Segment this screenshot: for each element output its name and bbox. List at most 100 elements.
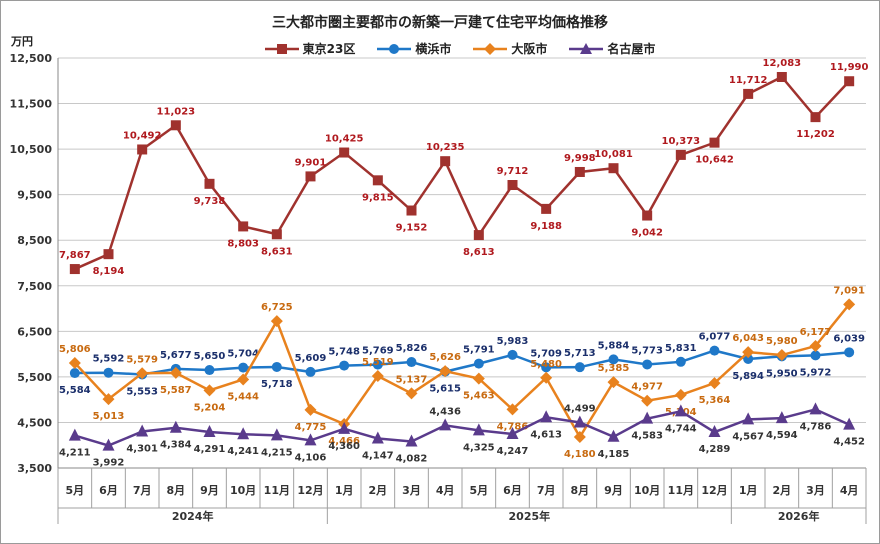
data-label: 8,631 xyxy=(261,246,293,257)
data-label: 4,786 xyxy=(497,421,529,432)
data-label: 10,235 xyxy=(426,142,465,153)
x-tick-label: 12月 xyxy=(701,484,727,497)
y-tick-label: 9,500 xyxy=(17,189,52,202)
x-tick-label: 3月 xyxy=(402,484,421,497)
data-label: 10,425 xyxy=(325,134,364,145)
data-label: 4,499 xyxy=(564,403,596,414)
data-label: 10,642 xyxy=(695,155,734,166)
data-point-triangle xyxy=(607,429,620,442)
data-label: 5,587 xyxy=(160,385,192,396)
data-label: 10,492 xyxy=(123,130,162,141)
data-label: 5,204 xyxy=(194,402,226,413)
data-label: 3,992 xyxy=(93,458,125,469)
x-tick-label: 4月 xyxy=(436,484,455,497)
data-point-triangle xyxy=(708,425,721,438)
data-point-diamond xyxy=(136,367,149,380)
data-label: 5,677 xyxy=(160,350,192,361)
data-point-triangle xyxy=(809,402,822,415)
data-label: 5,773 xyxy=(631,345,663,356)
data-point-diamond xyxy=(102,393,115,406)
x-tick-label: 1月 xyxy=(739,484,758,497)
data-point-square xyxy=(810,112,821,123)
data-point-square xyxy=(675,149,686,160)
data-point-diamond xyxy=(775,349,788,362)
x-tick-label: 12月 xyxy=(297,484,323,497)
legend-item-yokohama: 横浜市 xyxy=(377,40,451,57)
data-point-diamond xyxy=(169,366,182,379)
data-label: 9,042 xyxy=(631,228,663,239)
data-point-diamond xyxy=(809,340,822,353)
data-label: 5,972 xyxy=(800,367,832,378)
data-point-diamond xyxy=(573,431,586,444)
data-label: 4,384 xyxy=(160,440,192,451)
data-label: 5,650 xyxy=(194,351,226,362)
data-point-diamond xyxy=(405,387,418,400)
x-tick-label: 2月 xyxy=(773,484,792,497)
data-point-square xyxy=(642,210,653,221)
data-label: 8,803 xyxy=(227,238,259,249)
data-point-circle xyxy=(103,367,114,378)
data-label: 5,980 xyxy=(766,336,798,347)
legend: 東京23区 横浜市 大阪市 名古屋市 xyxy=(250,40,670,57)
data-label: 11,202 xyxy=(796,129,835,140)
y-tick-label: 10,500 xyxy=(10,143,53,156)
data-label: 4,583 xyxy=(631,431,663,442)
data-point-triangle xyxy=(102,438,115,451)
y-tick-label: 5,500 xyxy=(17,371,52,384)
data-point-circle xyxy=(709,345,720,356)
data-label: 4,301 xyxy=(126,444,158,455)
year-label: 2024年 xyxy=(172,509,214,523)
data-point-triangle xyxy=(843,417,856,430)
data-label: 5,364 xyxy=(699,395,731,406)
data-label: 4,082 xyxy=(396,453,428,464)
data-label: 4,466 xyxy=(328,436,360,447)
x-tick-label: 7月 xyxy=(133,484,152,497)
data-point-square xyxy=(137,144,148,155)
data-label: 4,744 xyxy=(665,423,697,434)
data-label: 11,990 xyxy=(830,62,869,73)
data-point-diamond xyxy=(708,377,721,390)
legend-label-osaka: 大阪市 xyxy=(511,42,548,56)
data-label: 9,738 xyxy=(194,196,226,207)
data-point-circle xyxy=(810,350,821,361)
legend-marker-circle-icon xyxy=(377,43,412,54)
legend-label-nagoya: 名古屋市 xyxy=(607,42,656,56)
x-tick-label: 6月 xyxy=(99,484,118,497)
data-label: 5,553 xyxy=(126,386,158,397)
data-label: 5,709 xyxy=(530,348,562,359)
series-line xyxy=(73,303,851,440)
data-point-square xyxy=(271,229,282,240)
data-point-circle xyxy=(69,368,80,379)
series-line xyxy=(74,75,851,271)
data-label: 4,291 xyxy=(194,444,226,455)
y-tick-label: 6,500 xyxy=(17,325,52,338)
data-point-square xyxy=(372,175,383,186)
data-point-triangle xyxy=(203,424,216,437)
data-point-triangle xyxy=(641,411,654,424)
data-point-square xyxy=(541,203,552,214)
data-point-square xyxy=(608,163,619,174)
data-label: 9,815 xyxy=(362,192,394,203)
data-point-square xyxy=(406,205,417,216)
data-point-diamond xyxy=(843,298,856,311)
legend-item-tokyo: 東京23区 xyxy=(264,40,355,57)
data-label: 10,081 xyxy=(594,149,633,160)
data-label: 4,289 xyxy=(699,444,731,455)
data-point-diamond xyxy=(203,384,216,397)
data-label: 6,177 xyxy=(800,327,832,338)
x-tick-label: 11月 xyxy=(668,484,694,497)
data-label: 9,901 xyxy=(295,157,327,168)
x-tick-label: 10月 xyxy=(634,484,660,497)
data-point-circle xyxy=(204,365,215,376)
legend-marker-square-icon xyxy=(264,43,299,54)
data-label: 5,748 xyxy=(328,347,360,358)
data-point-triangle xyxy=(68,428,81,441)
data-label: 5,615 xyxy=(429,384,461,395)
data-point-square xyxy=(103,249,114,260)
data-label: 4,786 xyxy=(800,421,832,432)
data-point-square xyxy=(473,230,484,241)
data-label: 9,152 xyxy=(396,223,428,234)
data-label: 5,718 xyxy=(261,379,293,390)
data-point-circle xyxy=(238,362,249,373)
x-tick-label: 1月 xyxy=(335,484,354,497)
